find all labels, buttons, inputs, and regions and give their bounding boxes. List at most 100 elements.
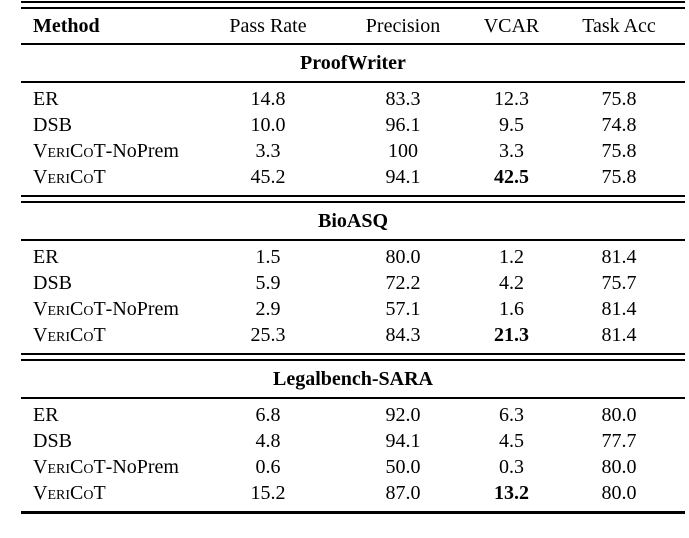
value-cell: 87.0 — [385, 482, 421, 504]
value-cell: 0.3 — [499, 456, 524, 478]
table-sections: ProofWriter ER 14.8 83.3 12.3 75.8 DSB 10.0 96.1… — [21, 45, 685, 511]
value-cell: 83.3 — [385, 88, 421, 110]
value-cell: 57.1 — [385, 298, 421, 320]
table-row: VeriCoT 25.3 84.3 21.3 81.4 — [21, 322, 685, 348]
method-suffix-text: -NoPrem — [105, 298, 179, 320]
value-cell: 1.2 — [499, 246, 524, 268]
table-row: VeriCoT-NoPrem 2.9 57.1 1.6 81.4 — [21, 296, 685, 322]
value-cell: 94.1 — [385, 166, 421, 188]
value-cell: 5.9 — [255, 272, 281, 294]
value-cell: 94.1 — [385, 430, 421, 452]
value-cell: 75.8 — [601, 140, 637, 162]
column-header-pass-rate: Pass Rate — [229, 15, 307, 37]
table-row: VeriCoT 45.2 94.1 42.5 75.8 — [21, 164, 685, 190]
value-cell: 15.2 — [250, 482, 286, 504]
value-cell: 4.2 — [499, 272, 524, 294]
method-suffix-text: ER — [33, 404, 59, 426]
method-cell: VeriCoT-NoPrem — [21, 141, 200, 161]
value-cell: 45.2 — [250, 166, 286, 188]
table-row: ER 1.5 80.0 1.2 81.4 — [21, 244, 685, 270]
method-suffix-text: DSB — [33, 114, 72, 136]
section-title: BioASQ — [317, 209, 389, 232]
column-header-vcar: VCAR — [483, 15, 540, 37]
value-cell: 75.7 — [601, 272, 637, 294]
value-cell: 92.0 — [385, 404, 421, 426]
value-cell: 4.5 — [499, 430, 524, 452]
table-row: DSB 5.9 72.2 4.2 75.7 — [21, 270, 685, 296]
section-separator-thin-rule — [21, 195, 685, 197]
value-cell: 50.0 — [385, 456, 421, 478]
section-separator-thick-rule — [21, 200, 685, 203]
value-cell: 3.3 — [255, 140, 281, 162]
section-header-row: ProofWriter — [21, 45, 685, 81]
value-cell: 80.0 — [601, 404, 637, 426]
value-cell: 10.0 — [250, 114, 286, 136]
method-cell: ER — [21, 405, 200, 425]
top-rule-thick — [21, 6, 685, 9]
method-cell: DSB — [21, 115, 200, 135]
value-cell: 77.7 — [601, 430, 637, 452]
table-row: VeriCoT-NoPrem 3.3 100 3.3 75.8 — [21, 138, 685, 164]
value-cell: 6.8 — [255, 404, 281, 426]
value-cell: 12.3 — [494, 88, 529, 110]
section-header-row: BioASQ — [21, 203, 685, 239]
header-bottom-rule — [21, 43, 685, 45]
top-rule-thin — [21, 1, 685, 3]
value-cell: 25.3 — [250, 324, 286, 346]
method-smallcaps-text: VeriCoT — [33, 482, 106, 504]
value-cell: 2.9 — [255, 298, 281, 320]
value-cell: 84.3 — [385, 324, 421, 346]
section-title-bottom-rule — [21, 81, 685, 83]
value-cell: 80.0 — [385, 246, 421, 268]
results-table: Method Pass Rate Precision VCAR Task Acc… — [21, 1, 685, 514]
method-cell: DSB — [21, 273, 200, 293]
method-smallcaps-text: VeriCoT — [33, 166, 106, 188]
value-cell: 4.8 — [255, 430, 281, 452]
value-cell: 6.3 — [499, 404, 524, 426]
column-header-precision: Precision — [365, 15, 441, 37]
method-smallcaps-text: VeriCoT — [33, 456, 106, 478]
section-title-bottom-rule — [21, 397, 685, 399]
method-suffix-text: -NoPrem — [105, 140, 179, 162]
table-row: DSB 4.8 94.1 4.5 77.7 — [21, 428, 685, 454]
method-suffix-text: -NoPrem — [105, 456, 179, 478]
method-smallcaps-text: VeriCoT — [33, 298, 106, 320]
section-title: Legalbench-SARA — [272, 367, 433, 390]
value-cell: 96.1 — [385, 114, 421, 136]
bottom-rule — [21, 511, 685, 514]
value-cell: 80.0 — [601, 456, 637, 478]
section-rows: ER 1.5 80.0 1.2 81.4 DSB 5.9 72.2 4.2 75.7 VeriCoT… — [21, 241, 685, 353]
value-cell: 75.8 — [601, 88, 637, 110]
method-suffix-text: ER — [33, 246, 59, 268]
value-cell: 0.6 — [255, 456, 281, 478]
section-separator-thick-rule — [21, 358, 685, 361]
method-cell: VeriCoT-NoPrem — [21, 299, 200, 319]
method-cell: VeriCoT-NoPrem — [21, 457, 200, 477]
method-cell: VeriCoT — [21, 167, 200, 187]
value-cell: 1.6 — [499, 298, 524, 320]
value-cell: 100 — [388, 140, 418, 162]
section-header-row: Legalbench-SARA — [21, 361, 685, 397]
table-header-row: Method Pass Rate Precision VCAR Task Acc — [21, 9, 685, 43]
value-cell: 81.4 — [601, 324, 637, 346]
value-cell: 9.5 — [499, 114, 524, 136]
method-cell: DSB — [21, 431, 200, 451]
value-cell: 74.8 — [601, 114, 637, 136]
method-smallcaps-text: VeriCoT — [33, 324, 106, 346]
section-title-bottom-rule — [21, 239, 685, 241]
method-suffix-text: ER — [33, 88, 59, 110]
method-cell: VeriCoT — [21, 325, 200, 345]
table-row: ER 6.8 92.0 6.3 80.0 — [21, 402, 685, 428]
column-header-method: Method — [33, 15, 100, 37]
value-cell: 42.5 — [494, 166, 529, 188]
value-cell: 80.0 — [601, 482, 637, 504]
value-cell: 14.8 — [250, 88, 286, 110]
method-cell: ER — [21, 247, 200, 267]
value-cell: 3.3 — [499, 140, 524, 162]
method-suffix-text: DSB — [33, 430, 72, 452]
section-rows: ER 6.8 92.0 6.3 80.0 DSB 4.8 94.1 4.5 77.7 VeriCoT… — [21, 399, 685, 511]
value-cell: 1.5 — [255, 246, 281, 268]
method-cell: VeriCoT — [21, 483, 200, 503]
value-cell: 13.2 — [494, 482, 529, 504]
